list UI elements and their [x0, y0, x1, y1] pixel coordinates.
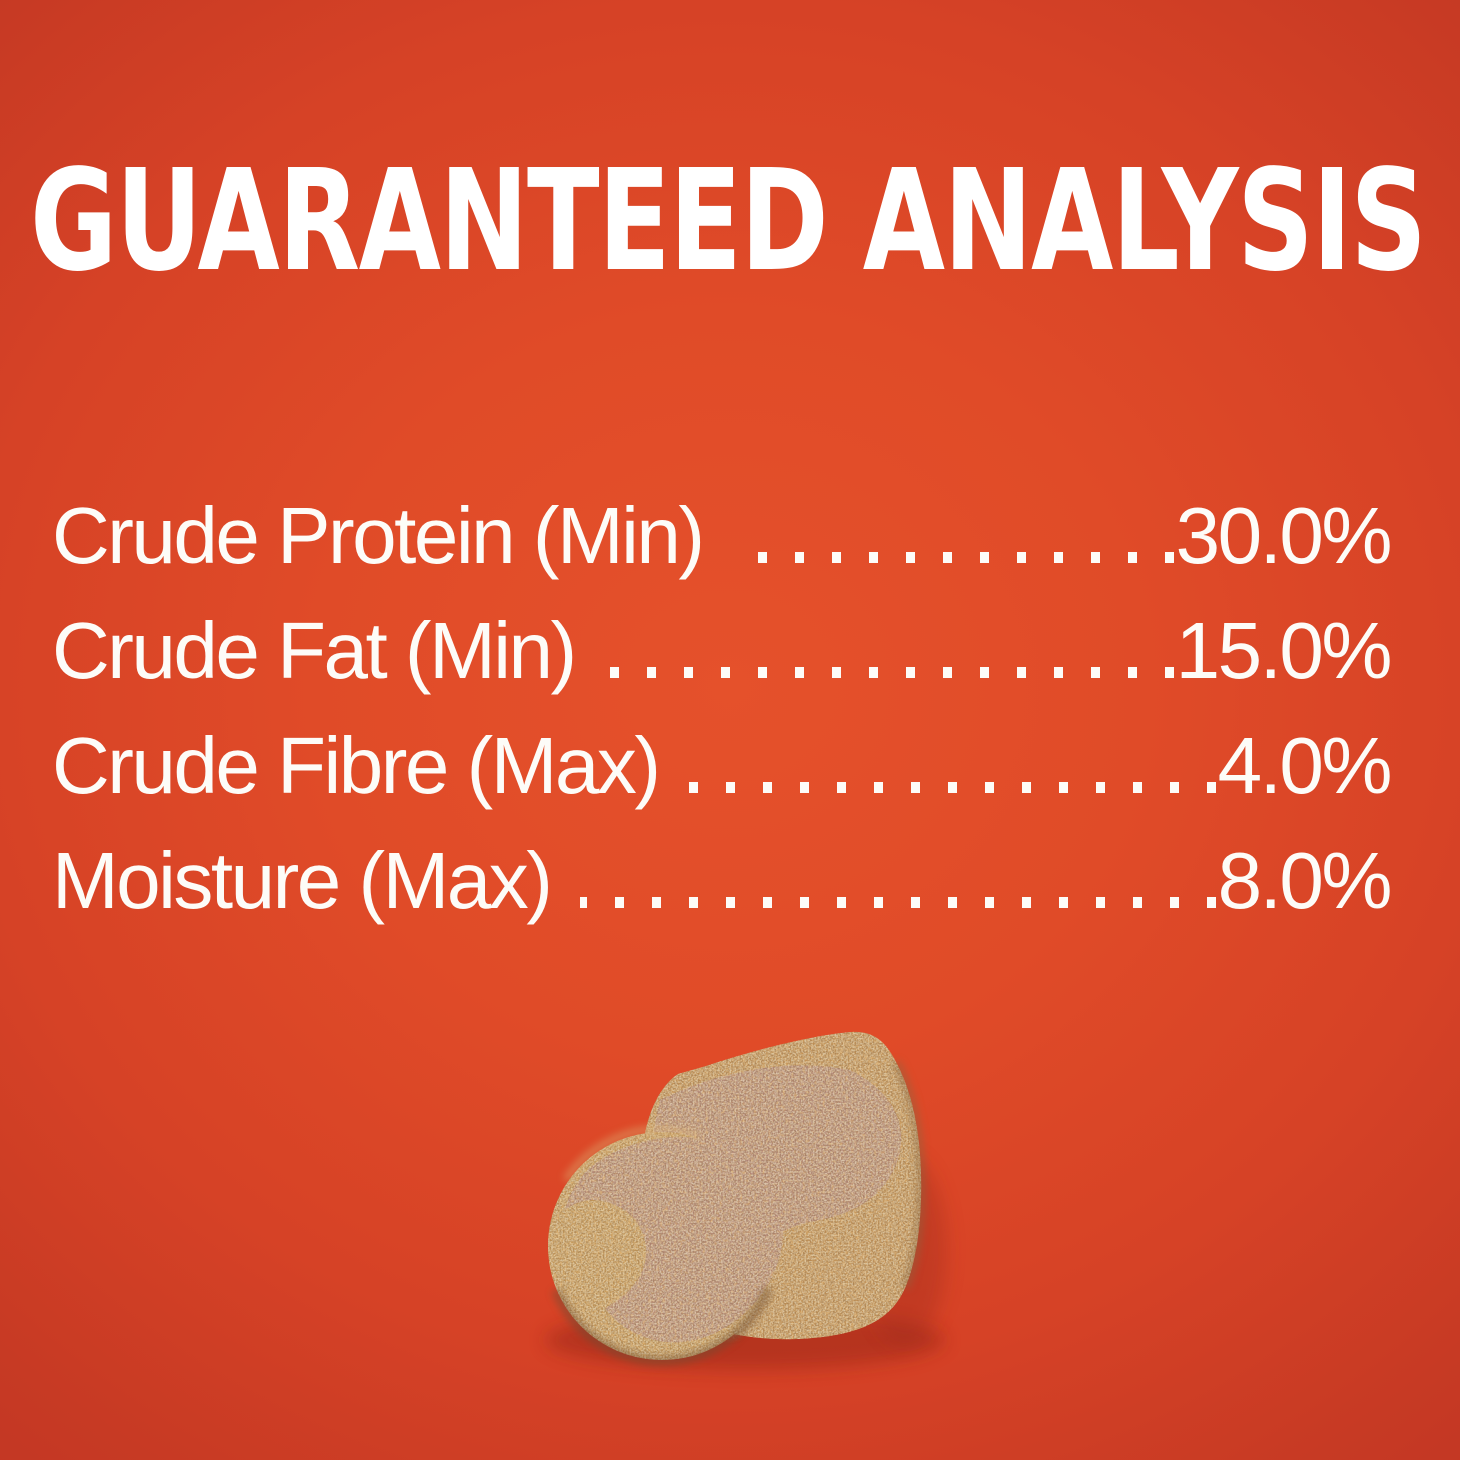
analysis-table: Crude Protein (Min) 30.0% Crude Fat (Min…: [0, 490, 1460, 927]
row-value: 30.0%: [1175, 491, 1393, 580]
analysis-row-crude-protein: Crude Protein (Min) 30.0%: [52, 490, 1393, 582]
kibble-image: [545, 990, 947, 1370]
dot-leader: [732, 552, 1174, 563]
row-label: Crude Protein (Min): [52, 491, 705, 580]
dot-leader: [580, 897, 1216, 908]
row-value: 8.0%: [1217, 836, 1393, 925]
analysis-row-moisture: Moisture (Max) 8.0%: [52, 835, 1393, 927]
analysis-row-crude-fibre: Crude Fibre (Max) 4.0%: [52, 720, 1393, 812]
analysis-row-crude-fat: Crude Fat (Min) 15.0%: [52, 605, 1393, 697]
page-title: GUARANTEED ANALYSIS: [30, 140, 1427, 303]
row-label: Crude Fat (Min): [52, 606, 577, 695]
row-label: Moisture (Max): [52, 836, 553, 925]
dot-leader: [604, 667, 1174, 678]
row-value: 15.0%: [1175, 606, 1393, 695]
row-value: 4.0%: [1217, 721, 1393, 810]
row-label: Crude Fibre (Max): [52, 721, 661, 810]
dot-leader: [688, 782, 1216, 793]
